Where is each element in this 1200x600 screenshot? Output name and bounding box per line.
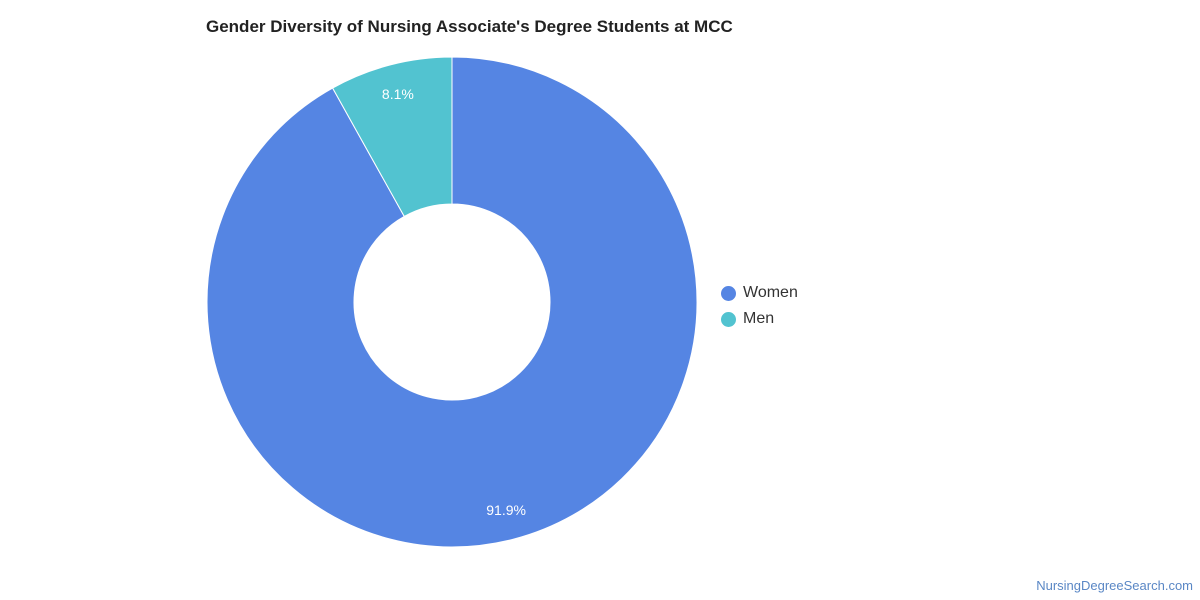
slice-women[interactable] (206, 56, 698, 548)
slice-men[interactable] (331, 56, 453, 218)
data-label-men: 8.1% (382, 86, 414, 102)
legend-label-men: Men (743, 310, 775, 327)
legend: Women Men (721, 280, 798, 332)
legend-swatch-women (721, 285, 736, 301)
legend-swatch-men (721, 311, 736, 327)
chart-title: Gender Diversity of Nursing Associate's … (206, 17, 733, 36)
legend-item-women[interactable]: Women (721, 280, 798, 306)
legend-label-women: Women (743, 284, 798, 301)
data-label-women: 91.9% (486, 502, 526, 518)
legend-item-men[interactable]: Men (721, 306, 798, 332)
source-link[interactable]: NursingDegreeSearch.com (1036, 578, 1193, 593)
